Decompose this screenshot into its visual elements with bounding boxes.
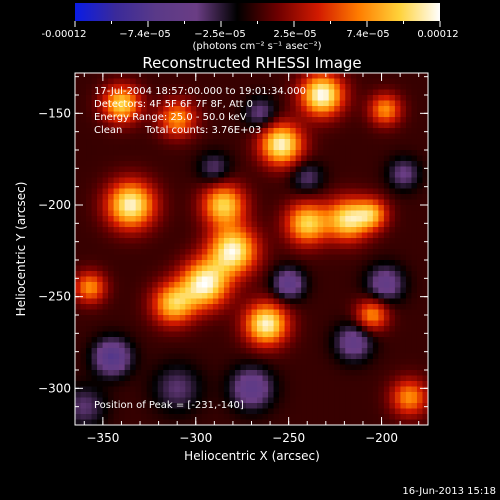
y-tick-label: −200 [38,198,71,212]
x-axis-label: Heliocentric X (arcsec) [184,449,320,463]
colorbar-tick-1: −7.4e−05 [119,29,171,40]
colorbar-tick-4: 7.4e−05 [346,29,389,40]
annotation-detectors: Detectors: 4F 5F 6F 7F 8F, Att 0 [94,99,253,110]
annotation-time-range: 17-Jul-2004 18:57:00.000 to 19:01:34.000 [94,86,306,97]
axis-ticks: −350 −300 −250 −200 −150 −200 −250 −300 [38,73,428,445]
x-tick-label: −350 [86,431,119,445]
chart-title: Reconstructed RHESSI Image [142,54,361,72]
colorbar-tick-3: 2.5e−05 [273,29,316,40]
colorbar-unit: (photons cm⁻² s⁻¹ asec⁻²) [192,41,321,52]
y-tick-label: −250 [38,290,71,304]
y-axis-label: Heliocentric Y (arcsec) [14,182,28,317]
y-tick-label: −150 [38,106,71,120]
annotation-peak: Position of Peak = [-231,-140] [94,400,244,411]
generated-date: 16-Jun-2013 15:18 [402,486,496,497]
colorbar-tick-0: -0.00012 [42,29,87,40]
colorbar [75,3,440,21]
annotation-method: Clean [94,125,122,136]
heatmap-image [75,73,428,425]
x-tick-label: −300 [179,431,212,445]
colorbar-tick-5: 0.00012 [417,29,458,40]
annotation-energy: Energy Range: 25.0 - 50.0 keV [94,112,247,123]
annotation-counts: Total counts: 3.76E+03 [144,125,261,136]
x-tick-label: −250 [272,431,305,445]
x-tick-label: −200 [365,431,398,445]
colorbar-ticks [74,21,441,27]
y-tick-label: −300 [38,381,71,395]
colorbar-tick-2: −2.5e−05 [194,29,246,40]
